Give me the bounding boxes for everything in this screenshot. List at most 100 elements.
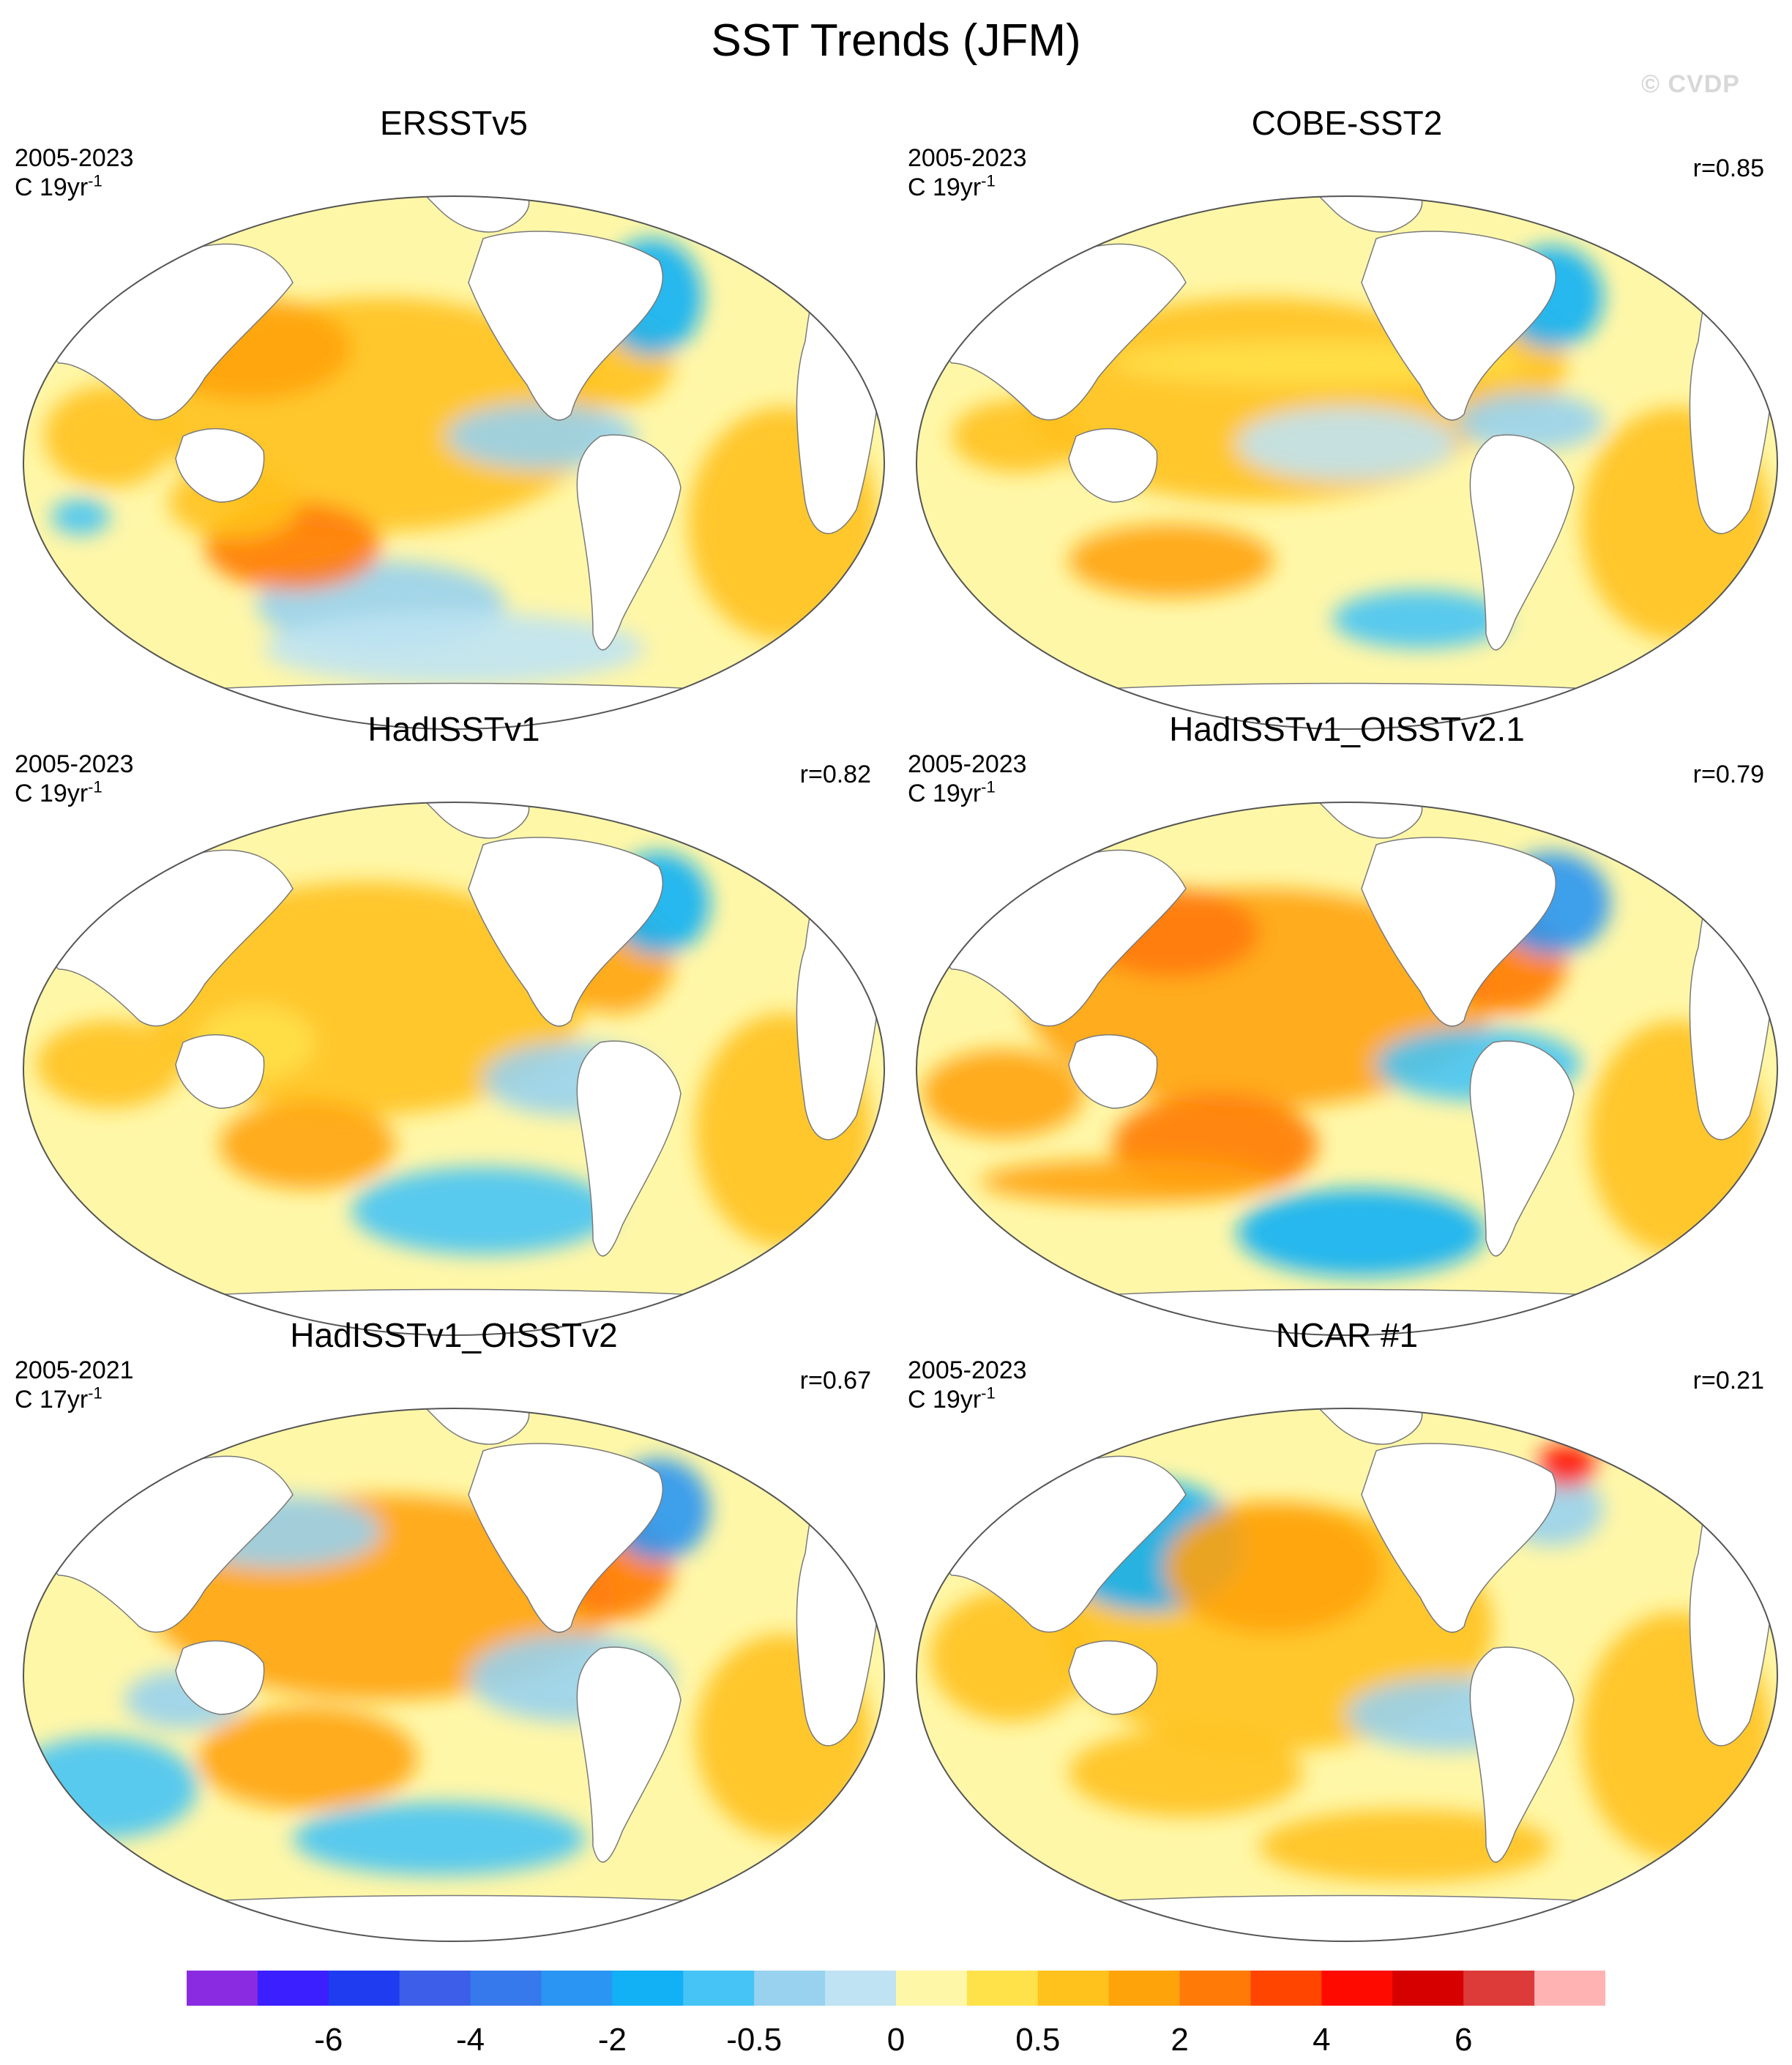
units-label: C 19yr-1 <box>15 171 102 201</box>
correlation-label: r=0.85 <box>1692 154 1764 182</box>
sst-trend-map <box>916 802 1778 1336</box>
landmass <box>1469 1040 1575 1257</box>
panel-hadisstv1-oisstv2-1: HadISSTv1_OISSTv2.1 2005-2023 C 19yr-1 r… <box>908 709 1786 1336</box>
correlation-label: r=0.79 <box>1692 761 1764 788</box>
colorbar-swatch <box>825 1971 897 2006</box>
colorbar-tick-label: 0.5 <box>1015 2022 1061 2058</box>
colorbar-tick-label: -0.5 <box>726 2022 783 2058</box>
correlation-label: r=0.82 <box>799 761 871 788</box>
colorbar-swatch <box>1321 1971 1393 2006</box>
colorbar-swatch <box>612 1971 684 2006</box>
trend-region <box>981 1160 1274 1203</box>
landmass <box>1068 427 1158 503</box>
period-label: 2005-2023 <box>15 750 134 778</box>
correlation-label: r=0.21 <box>1692 1367 1764 1394</box>
map-outline <box>23 1408 885 1942</box>
panel-hadisstv1: HadISSTv1 2005-2023 C 19yr-1 r=0.82 <box>15 709 893 1336</box>
panel-title: HadISSTv1_OISSTv2 <box>290 1316 618 1354</box>
landmass <box>468 837 664 1027</box>
period-label: 2005-2023 <box>15 144 134 172</box>
sst-trend-map <box>916 1408 1778 1942</box>
colorbar-swatch <box>541 1971 613 2006</box>
colorbar-tick-label: 0 <box>886 2022 906 2058</box>
trend-region <box>37 1020 183 1108</box>
trend-region <box>1069 1729 1303 1817</box>
colorbar-swatch <box>399 1971 471 2006</box>
landmass <box>1361 1443 1557 1633</box>
landmass <box>1316 1408 1423 1445</box>
trend-region <box>1259 1810 1552 1883</box>
landmass <box>1361 837 1557 1027</box>
colorbar-tick-label: 6 <box>1454 2022 1473 2058</box>
panel-ersstv5: ERSSTv5 2005-2023 C 19yr-1 <box>15 102 893 730</box>
colorbar-swatch <box>1179 1971 1251 2006</box>
colorbar-swatch <box>257 1971 329 2006</box>
colorbar-swatch <box>966 1971 1039 2006</box>
trend-region <box>264 612 644 685</box>
landmass <box>1316 196 1423 233</box>
colorbar-tick-label: -4 <box>456 2022 485 2058</box>
period-label: 2005-2023 <box>908 750 1027 778</box>
colorbar-swatch <box>1108 1971 1181 2006</box>
landmass <box>1361 231 1557 421</box>
landmass <box>468 1443 664 1633</box>
landmass <box>423 196 530 233</box>
colorbar-tick-label: 2 <box>1171 2022 1189 2058</box>
units-label: C 17yr-1 <box>15 1383 102 1414</box>
landmass <box>175 1640 265 1715</box>
units-label: C 19yr-1 <box>908 171 996 201</box>
colorbar-tick-label: 4 <box>1313 2022 1331 2058</box>
landmass <box>423 802 530 839</box>
sst-trend-map <box>23 802 885 1336</box>
panel-title: HadISSTv1_OISSTv2.1 <box>1169 710 1525 748</box>
panel-title: COBE-SST2 <box>1251 104 1443 142</box>
panel-hadisstv1-oisstv2: HadISSTv1_OISSTv2 2005-2021 C 17yr-1 r=0… <box>15 1315 893 1942</box>
colorbar-tick-label: -2 <box>597 2022 627 2058</box>
panel-ncar-1: NCAR #1 2005-2023 C 19yr-1 r=0.21 <box>908 1315 1786 1942</box>
sst-trend-map <box>23 195 885 730</box>
panel-cobe-sst2: COBE-SST2 2005-2023 C 19yr-1 r=0.85 <box>908 102 1786 730</box>
colorbar-swatch <box>470 1971 542 2006</box>
panel-title: ERSSTv5 <box>380 104 528 142</box>
landmass <box>1068 1640 1158 1715</box>
units-label: C 19yr-1 <box>908 777 996 807</box>
landmass <box>1068 1034 1158 1109</box>
colorbar-swatch <box>1250 1971 1322 2006</box>
trend-region <box>198 1707 417 1810</box>
correlation-label: r=0.67 <box>799 1367 871 1394</box>
landmass <box>468 231 664 421</box>
map-outline <box>916 195 1778 730</box>
colorbar-swatch <box>1463 1971 1535 2006</box>
panel-title: HadISSTv1 <box>367 710 540 748</box>
landmass <box>80 1894 828 1941</box>
map-outline <box>23 195 885 730</box>
landmass <box>175 427 265 503</box>
landmass <box>576 1040 682 1257</box>
units-label: C 19yr-1 <box>15 777 102 807</box>
colorbar-tick-label: -6 <box>314 2022 343 2058</box>
colorbar-swatch <box>754 1971 826 2006</box>
period-label: 2005-2023 <box>908 1356 1027 1384</box>
landmass <box>423 1408 530 1445</box>
colorbar-swatch <box>896 1971 968 2006</box>
figure-title: SST Trends (JFM) <box>711 15 1081 66</box>
map-outline <box>23 802 885 1336</box>
colorbar-swatch <box>1534 1971 1605 2006</box>
map-outline <box>916 802 1778 1336</box>
sst-trend-map <box>916 195 1778 730</box>
trend-region <box>1237 1189 1486 1277</box>
colorbar <box>187 1971 1605 2006</box>
colorbar-labels: -6 -4 -2 -0.5 0 0.5 2 4 6 <box>0 2020 1792 2064</box>
sst-trend-map <box>23 1408 885 1942</box>
period-label: 2005-2021 <box>15 1356 134 1384</box>
trend-region <box>293 1802 586 1875</box>
colorbar-swatch <box>1392 1971 1464 2006</box>
trend-region <box>351 1167 615 1255</box>
landmass <box>576 1646 682 1863</box>
landmass <box>973 1894 1721 1941</box>
trend-region <box>220 1101 395 1189</box>
map-outline <box>916 1408 1778 1942</box>
trend-region <box>922 1050 1083 1138</box>
trend-region <box>51 498 110 535</box>
landmass <box>576 434 682 651</box>
